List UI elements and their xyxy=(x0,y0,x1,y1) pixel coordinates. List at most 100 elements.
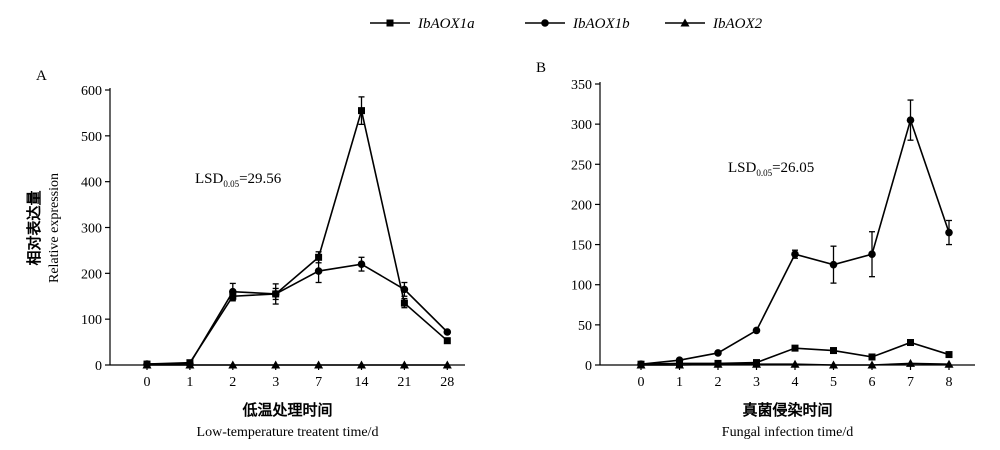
data-point xyxy=(867,360,877,369)
series-line xyxy=(640,117,950,365)
data-point xyxy=(400,285,409,294)
data-point xyxy=(945,351,953,359)
y-tick-label: 0 xyxy=(95,359,102,374)
y-tick-label: 50 xyxy=(578,319,592,334)
data-point xyxy=(442,360,452,369)
series-triangle xyxy=(142,360,452,369)
x-tick-label: 14 xyxy=(355,375,369,390)
y-tick-label: 400 xyxy=(81,176,102,191)
x-tick-label: 28 xyxy=(440,375,454,390)
x-tick-label: 0 xyxy=(638,375,645,390)
x-tick-label: 5 xyxy=(830,375,837,390)
x-tick-label: 2 xyxy=(715,375,722,390)
data-point xyxy=(443,328,452,336)
legend-entry: IbAOX2 xyxy=(712,16,763,32)
data-point xyxy=(829,260,838,269)
data-point xyxy=(791,250,799,259)
series-square xyxy=(143,96,451,368)
lsd-annotation: LSD0.05=26.05 xyxy=(728,160,814,178)
y-axis-label-en: Relative expression xyxy=(47,173,62,283)
y-tick-label: 200 xyxy=(571,198,592,213)
x-tick-label: 7 xyxy=(315,375,322,390)
data-point xyxy=(944,359,954,368)
x-axis-label-cn: 低温处理时间 xyxy=(241,401,332,419)
legend-marker-circle xyxy=(541,19,549,27)
data-point xyxy=(906,358,915,367)
data-point xyxy=(752,326,761,335)
data-point xyxy=(358,107,365,115)
data-point xyxy=(636,360,646,369)
data-point xyxy=(400,299,408,307)
series-line xyxy=(146,110,448,365)
x-tick-label: 6 xyxy=(869,375,876,390)
y-tick-label: 350 xyxy=(571,78,592,93)
x-tick-label: 0 xyxy=(144,375,151,390)
data-point xyxy=(357,260,366,268)
y-tick-label: 250 xyxy=(571,158,592,173)
y-tick-label: 300 xyxy=(571,118,592,133)
y-tick-label: 600 xyxy=(81,84,102,99)
x-tick-label: 2 xyxy=(229,375,236,390)
legend-entry: IbAOX1a xyxy=(417,16,475,32)
data-point xyxy=(315,253,323,261)
x-tick-label: 1 xyxy=(676,375,683,390)
y-axis-label-cn: 相对表达量 xyxy=(25,190,43,265)
legend-entry: IbAOX1b xyxy=(572,16,630,32)
lsd-annotation: LSD0.05=29.56 xyxy=(195,171,282,189)
data-point xyxy=(945,228,953,237)
y-tick-label: 0 xyxy=(585,359,592,374)
x-tick-label: 3 xyxy=(753,375,760,390)
y-tick-label: 200 xyxy=(81,267,102,282)
series-triangle xyxy=(636,358,954,369)
data-point xyxy=(830,347,837,355)
data-point xyxy=(752,359,761,368)
x-tick-label: 21 xyxy=(397,375,411,390)
data-point xyxy=(399,360,409,369)
data-point xyxy=(906,116,915,124)
x-tick-label: 7 xyxy=(907,375,914,390)
data-point xyxy=(357,360,366,369)
series-circle xyxy=(143,256,452,368)
data-point xyxy=(791,344,799,352)
data-point xyxy=(907,339,914,347)
y-tick-label: 100 xyxy=(571,279,592,294)
panel-b: 0 50 100 150 200 250 300 350 0 1 2 3 4 5 6 7 8 B 真菌侵染时间 Fun… xyxy=(536,60,975,440)
data-point xyxy=(443,337,451,345)
data-point xyxy=(314,267,323,275)
data-point xyxy=(790,359,800,368)
series-circle xyxy=(637,99,953,368)
x-axis-label-en: Low-temperature treatent time/d xyxy=(197,425,379,440)
x-axis-label-cn: 真菌侵染时间 xyxy=(742,401,832,419)
data-point xyxy=(868,353,876,361)
data-point xyxy=(314,360,324,369)
x-tick-label: 3 xyxy=(272,375,279,390)
data-point xyxy=(228,360,238,369)
panel-label: B xyxy=(536,60,546,76)
data-point xyxy=(185,360,195,369)
legend: IbAOX1a IbAOX1b IbAOX2 xyxy=(370,16,763,32)
y-tick-label: 100 xyxy=(81,313,102,328)
data-point xyxy=(271,290,280,298)
data-point xyxy=(868,250,876,259)
data-point xyxy=(714,349,722,357)
series-line xyxy=(146,263,448,365)
data-point xyxy=(142,360,152,369)
y-axis-label: 相对表达量 Relative expression xyxy=(25,173,62,283)
panel-a: 0 100 200 300 400 500 600 0 1 2 3 7 14 21 28 A 低温处理时间 Low… xyxy=(36,68,465,440)
x-tick-label: 4 xyxy=(792,375,799,390)
y-tick-label: 150 xyxy=(571,239,592,254)
data-point xyxy=(829,360,838,369)
x-tick-label: 8 xyxy=(946,375,953,390)
legend-marker-square xyxy=(386,19,394,27)
legend-marker-triangle xyxy=(680,18,690,27)
panel-label: A xyxy=(36,68,47,84)
x-tick-label: 1 xyxy=(186,375,193,390)
data-point xyxy=(713,359,723,368)
data-point xyxy=(675,360,684,369)
data-point xyxy=(229,287,237,296)
data-point xyxy=(675,356,684,364)
data-point xyxy=(271,360,281,369)
y-tick-label: 300 xyxy=(81,222,102,237)
x-axis-label-en: Fungal infection time/d xyxy=(722,425,853,440)
